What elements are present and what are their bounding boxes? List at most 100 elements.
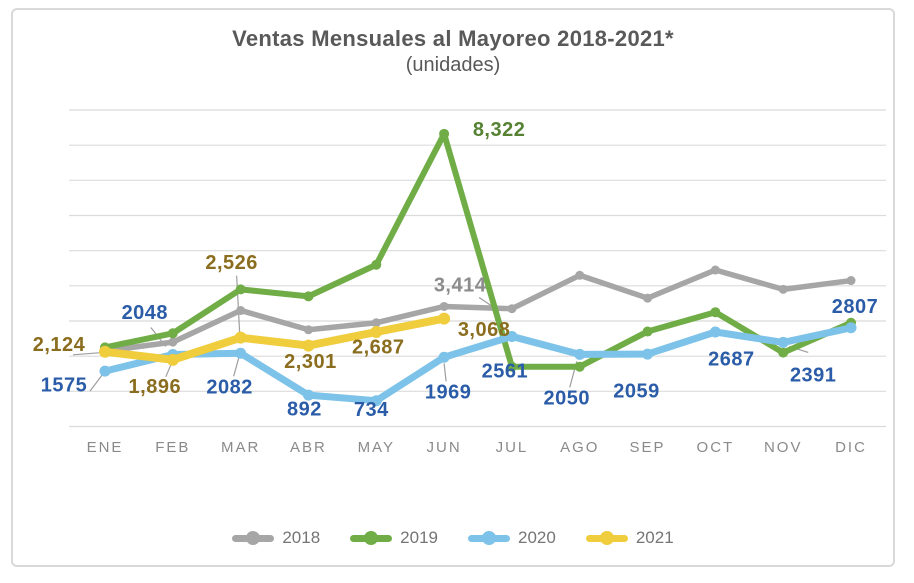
x-axis-label-NOV: NOV [764, 439, 803, 456]
x-axis-label-JUN: JUN [427, 439, 462, 456]
data-label-2021-MAY: 2,687 [352, 336, 405, 358]
data-label-2018-JUN: 3,414 [434, 275, 487, 297]
data-point-2019-JUN [439, 128, 450, 139]
data-label-2020-SEP: 2059 [613, 380, 660, 402]
data-point-2018-JUN [439, 301, 449, 311]
legend-marker-icon [585, 531, 628, 545]
leader-line-2020-MAR [233, 358, 240, 377]
data-point-2018-OCT [710, 265, 720, 275]
data-label-2020-ENE: 1575 [41, 374, 88, 396]
data-point-2020-MAR [235, 347, 247, 359]
data-point-2019-MAR [235, 284, 246, 295]
data-label-2020-OCT: 2687 [708, 348, 755, 370]
chart-card [11, 8, 895, 567]
legend-dot [599, 531, 614, 545]
data-label-2020-FEB: 2048 [122, 302, 169, 324]
x-axis-label-MAY: MAY [358, 439, 395, 456]
data-point-2019-FEB [167, 328, 178, 339]
chart-legend: 2018 2019 2020 2021 [11, 528, 895, 548]
data-label-2020-NOV: 2391 [790, 365, 837, 387]
x-axis-label-ABR: ABR [290, 439, 327, 456]
data-label-2021-ENE: 2,124 [33, 334, 86, 356]
data-label-2021-JUN: 3,068 [458, 319, 511, 341]
legend-marker-icon [468, 531, 510, 545]
data-point-2019-MAY [371, 259, 382, 270]
legend-item-2018: 2018 [232, 528, 320, 548]
legend-marker-icon [232, 531, 275, 545]
data-label-2020-MAR: 2082 [206, 377, 253, 399]
data-point-2020-DIC [845, 322, 857, 334]
data-point-2021-ABR [302, 339, 315, 352]
x-axis-label-SEP: SEP [630, 439, 666, 456]
x-axis-label-AGO: AGO [560, 439, 599, 456]
series-line-2021 [101, 314, 449, 364]
data-point-2018-SEP [643, 293, 653, 303]
series-line-2019 [102, 130, 855, 370]
x-axis-label-DIC: DIC [835, 439, 867, 456]
x-axis-label-FEB: FEB [155, 439, 190, 456]
data-label-2021-FEB: 1,896 [129, 376, 182, 398]
data-point-2018-MAR [236, 305, 246, 315]
data-point-2018-JUL [507, 304, 517, 314]
data-point-2020-ENE [99, 365, 111, 377]
chart-title: Ventas Mensuales al Mayoreo 2018-2021* [232, 26, 674, 51]
legend-item-2019: 2019 [350, 528, 438, 548]
x-axis-label-MAR: MAR [221, 439, 260, 456]
data-point-2021-FEB [166, 353, 179, 366]
leader-line-2020-JUN [443, 363, 447, 382]
series-line-2018 [102, 267, 854, 354]
leader-line-2021-FEB [165, 364, 172, 378]
data-point-2018-DIC [846, 276, 856, 286]
legend-label-2018: 2018 [282, 528, 321, 547]
legend-dot [364, 531, 379, 545]
x-axis-label-ENE: ENE [87, 439, 124, 456]
data-label-2021-MAR: 2,526 [205, 252, 258, 274]
data-point-2018-AGO [575, 270, 585, 280]
leader-line-2021-ENE [72, 352, 100, 356]
data-label-2020-JUN: 1969 [425, 382, 472, 404]
data-label-2020-JUL: 2561 [482, 361, 529, 383]
legend-item-2020: 2020 [468, 528, 556, 548]
data-point-2019-NOV [778, 347, 789, 358]
data-point-2019-ABR [303, 291, 314, 302]
legend-label-2020: 2020 [518, 528, 556, 547]
data-label-2019-JUN: 8,322 [473, 119, 526, 141]
x-axis-label-OCT: OCT [697, 439, 735, 456]
x-axis-label-JUL: JUL [496, 439, 529, 456]
legend-dot [246, 531, 261, 545]
data-point-2021-MAY [370, 326, 383, 339]
data-point-2020-AGO [574, 348, 586, 360]
data-point-2018-MAY [371, 318, 381, 328]
series-line-2020 [101, 324, 855, 405]
legend-dot [482, 531, 496, 545]
data-point-2019-JUL [506, 361, 517, 372]
data-label-2020-AGO: 2050 [543, 388, 590, 410]
data-point-2021-JUN [438, 312, 451, 325]
legend-item-2021: 2021 [585, 528, 674, 548]
leader-line-2021-MAR [236, 275, 241, 333]
data-point-2020-MAY [370, 395, 382, 407]
data-point-2021-ENE [99, 345, 111, 358]
legend-label-2019: 2019 [400, 528, 438, 547]
data-point-2020-OCT [709, 326, 721, 338]
data-point-2019-AGO [574, 361, 585, 372]
data-label-2020-MAY: 734 [354, 399, 389, 421]
data-point-2020-SEP [642, 348, 654, 360]
data-label-2020-ABR: 892 [287, 398, 322, 420]
data-point-2018-NOV [778, 284, 788, 294]
data-point-2019-OCT [710, 307, 721, 318]
data-point-2018-ABR [303, 325, 313, 335]
leader-line-2018-JUN [478, 296, 492, 306]
data-point-2020-ABR [302, 389, 314, 401]
data-point-2020-NOV [777, 336, 789, 348]
data-point-2021-MAR [234, 331, 247, 344]
data-point-2019-SEP [642, 326, 653, 337]
data-point-2018-FEB [168, 337, 178, 347]
legend-label-2021: 2021 [635, 528, 674, 547]
legend-marker-icon [350, 531, 393, 545]
data-label-2020-DIC: 2807 [832, 296, 879, 318]
chart-subtitle: (unidades) [405, 54, 501, 76]
data-label-2021-ABR: 2,301 [284, 351, 337, 373]
